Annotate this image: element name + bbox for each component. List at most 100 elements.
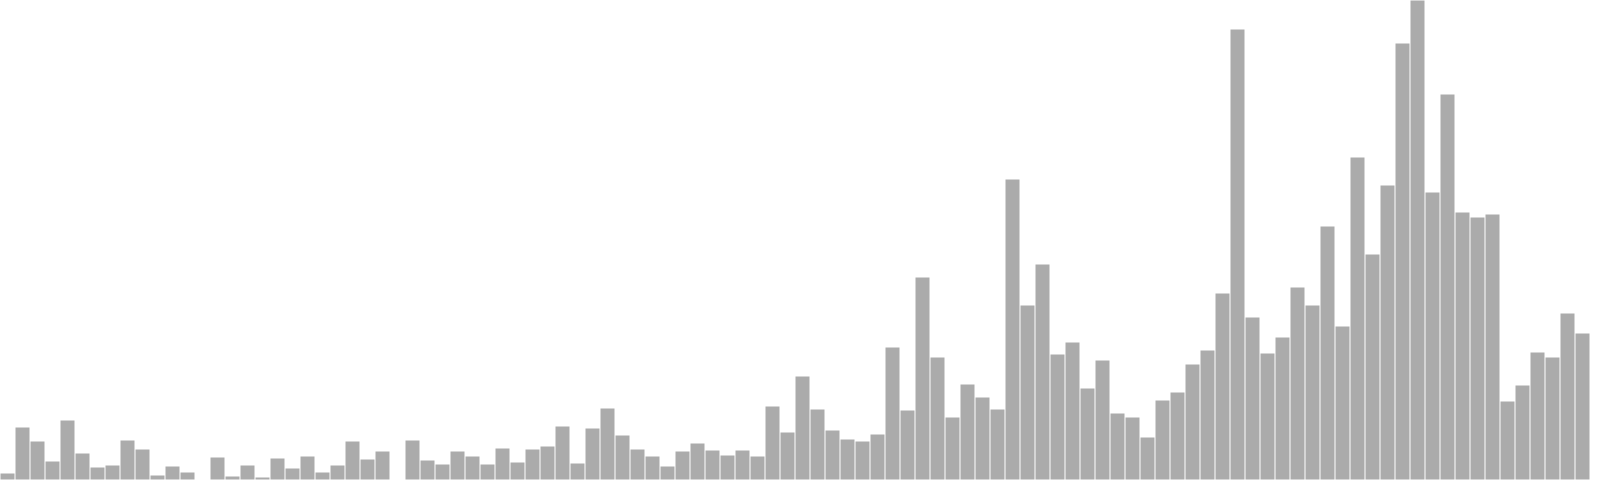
bar-14 <box>209 456 226 480</box>
bar-4 <box>59 419 76 480</box>
bar-52 <box>779 431 796 480</box>
bar-79 <box>1184 363 1201 480</box>
bar-16 <box>239 464 256 480</box>
bar-91 <box>1364 253 1381 480</box>
bar-12 <box>179 471 196 480</box>
bar-7 <box>104 464 121 480</box>
bar-48 <box>719 454 736 480</box>
bar-85 <box>1274 336 1291 480</box>
bar-38 <box>569 462 586 480</box>
bar-89 <box>1334 325 1351 480</box>
bar-60 <box>899 409 916 480</box>
bar-99 <box>1484 213 1501 480</box>
bar-78 <box>1169 391 1186 480</box>
bar-46 <box>689 442 706 480</box>
bar-32 <box>479 463 496 480</box>
bar-22 <box>329 464 346 480</box>
bar-104 <box>1559 312 1576 480</box>
bar-9 <box>134 448 151 480</box>
bar-11 <box>164 465 181 480</box>
bar-102 <box>1529 351 1546 480</box>
bar-92 <box>1379 184 1396 480</box>
bar-86 <box>1289 286 1306 480</box>
bar-54 <box>809 408 826 480</box>
bar-28 <box>419 459 436 480</box>
bar-55 <box>824 429 841 480</box>
bar-45 <box>674 450 691 480</box>
bar-29 <box>434 463 451 480</box>
bar-65 <box>974 396 991 480</box>
bar-82 <box>1229 28 1246 480</box>
bar-103 <box>1544 356 1561 480</box>
bar-88 <box>1319 225 1336 480</box>
bar-24 <box>359 458 376 480</box>
bar-15 <box>224 475 241 480</box>
bar-74 <box>1109 412 1126 480</box>
bar-34 <box>509 461 526 480</box>
bar-44 <box>659 465 676 480</box>
bar-71 <box>1064 341 1081 480</box>
bar-63 <box>944 416 961 480</box>
bar-98 <box>1469 216 1486 480</box>
bar-105 <box>1574 332 1591 480</box>
bar-73 <box>1094 359 1111 480</box>
bar-8 <box>119 439 136 480</box>
bar-58 <box>869 433 886 480</box>
bar-2 <box>29 440 46 480</box>
bar-47 <box>704 449 721 480</box>
bar-57 <box>854 440 871 480</box>
bar-20 <box>299 455 316 480</box>
bar-40 <box>599 407 616 480</box>
bar-10 <box>149 474 166 480</box>
bar-5 <box>74 452 91 480</box>
bar-64 <box>959 383 976 480</box>
bar-43 <box>644 455 661 480</box>
bar-21 <box>314 471 331 480</box>
bar-76 <box>1139 436 1156 480</box>
bar-27 <box>404 439 421 480</box>
bar-18 <box>269 457 286 480</box>
bar-87 <box>1304 304 1321 480</box>
bar-37 <box>554 425 571 480</box>
bar-62 <box>929 356 946 480</box>
bar-90 <box>1349 156 1366 480</box>
bar-75 <box>1124 416 1141 480</box>
bar-25 <box>374 450 391 480</box>
bar-30 <box>449 450 466 480</box>
bar-97 <box>1454 211 1471 480</box>
bar-67 <box>1004 178 1021 480</box>
bar-51 <box>764 405 781 480</box>
bar-59 <box>884 346 901 480</box>
bar-68 <box>1019 304 1036 480</box>
bar-80 <box>1199 349 1216 480</box>
bar-72 <box>1079 387 1096 480</box>
bar-39 <box>584 427 601 480</box>
bar-81 <box>1214 292 1231 480</box>
bar-77 <box>1154 399 1171 480</box>
bar-66 <box>989 408 1006 480</box>
bar-49 <box>734 449 751 480</box>
bar-42 <box>629 448 646 480</box>
bar-101 <box>1514 384 1531 480</box>
bar-83 <box>1244 316 1261 480</box>
bar-36 <box>539 445 556 480</box>
bar-93 <box>1394 42 1411 480</box>
bar-1 <box>14 426 31 480</box>
bar-61 <box>914 276 931 480</box>
bar-33 <box>494 447 511 480</box>
bar-84 <box>1259 352 1276 480</box>
bar-3 <box>44 460 61 480</box>
bar-100 <box>1499 400 1516 480</box>
bar-35 <box>524 448 541 480</box>
bar-0 <box>0 472 16 480</box>
bar-96 <box>1439 93 1456 480</box>
bar-23 <box>344 440 361 480</box>
bar-50 <box>749 455 766 480</box>
bar-70 <box>1049 353 1066 480</box>
bar-19 <box>284 467 301 480</box>
bar-56 <box>839 438 856 480</box>
bar-53 <box>794 375 811 480</box>
